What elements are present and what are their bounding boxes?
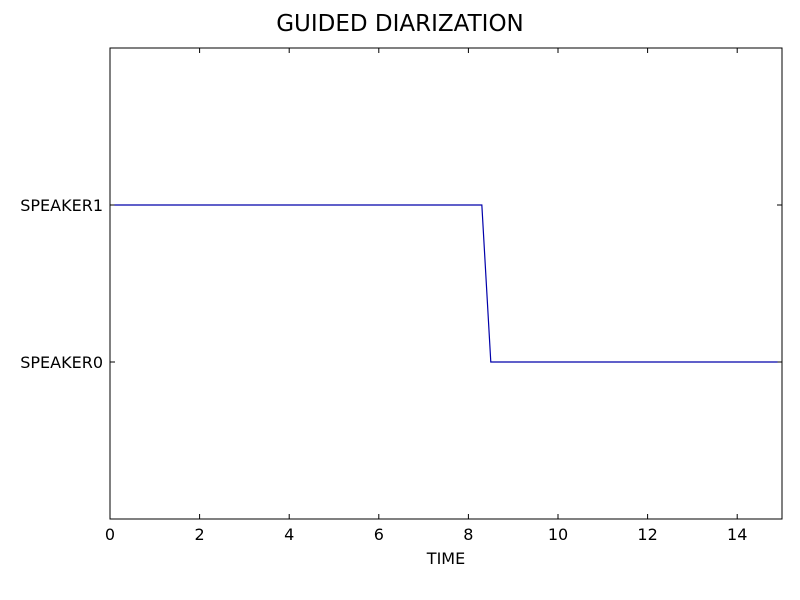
tick-layer: 0 2 4 6 8 10 12 14 SPEAKER0 SPEAKER1: [20, 48, 782, 544]
y-tick-label: SPEAKER1: [20, 196, 103, 215]
x-tick-label: 6: [374, 525, 384, 544]
x-tick-label: 0: [105, 525, 115, 544]
x-tick-label: 12: [637, 525, 657, 544]
plot-frame: [109, 47, 783, 520]
x-tick-label: 2: [195, 525, 205, 544]
series-layer: [114, 204, 778, 363]
x-tick-label: 14: [727, 525, 747, 544]
series-line-0: [114, 204, 778, 363]
x-tick-label: 10: [548, 525, 568, 544]
x-tick-label: 8: [463, 525, 473, 544]
x-axis-label: TIME: [426, 549, 465, 568]
y-tick-label: SPEAKER0: [20, 353, 103, 372]
chart-title: GUIDED DIARIZATION: [276, 11, 524, 37]
x-tick-label: 4: [284, 525, 294, 544]
